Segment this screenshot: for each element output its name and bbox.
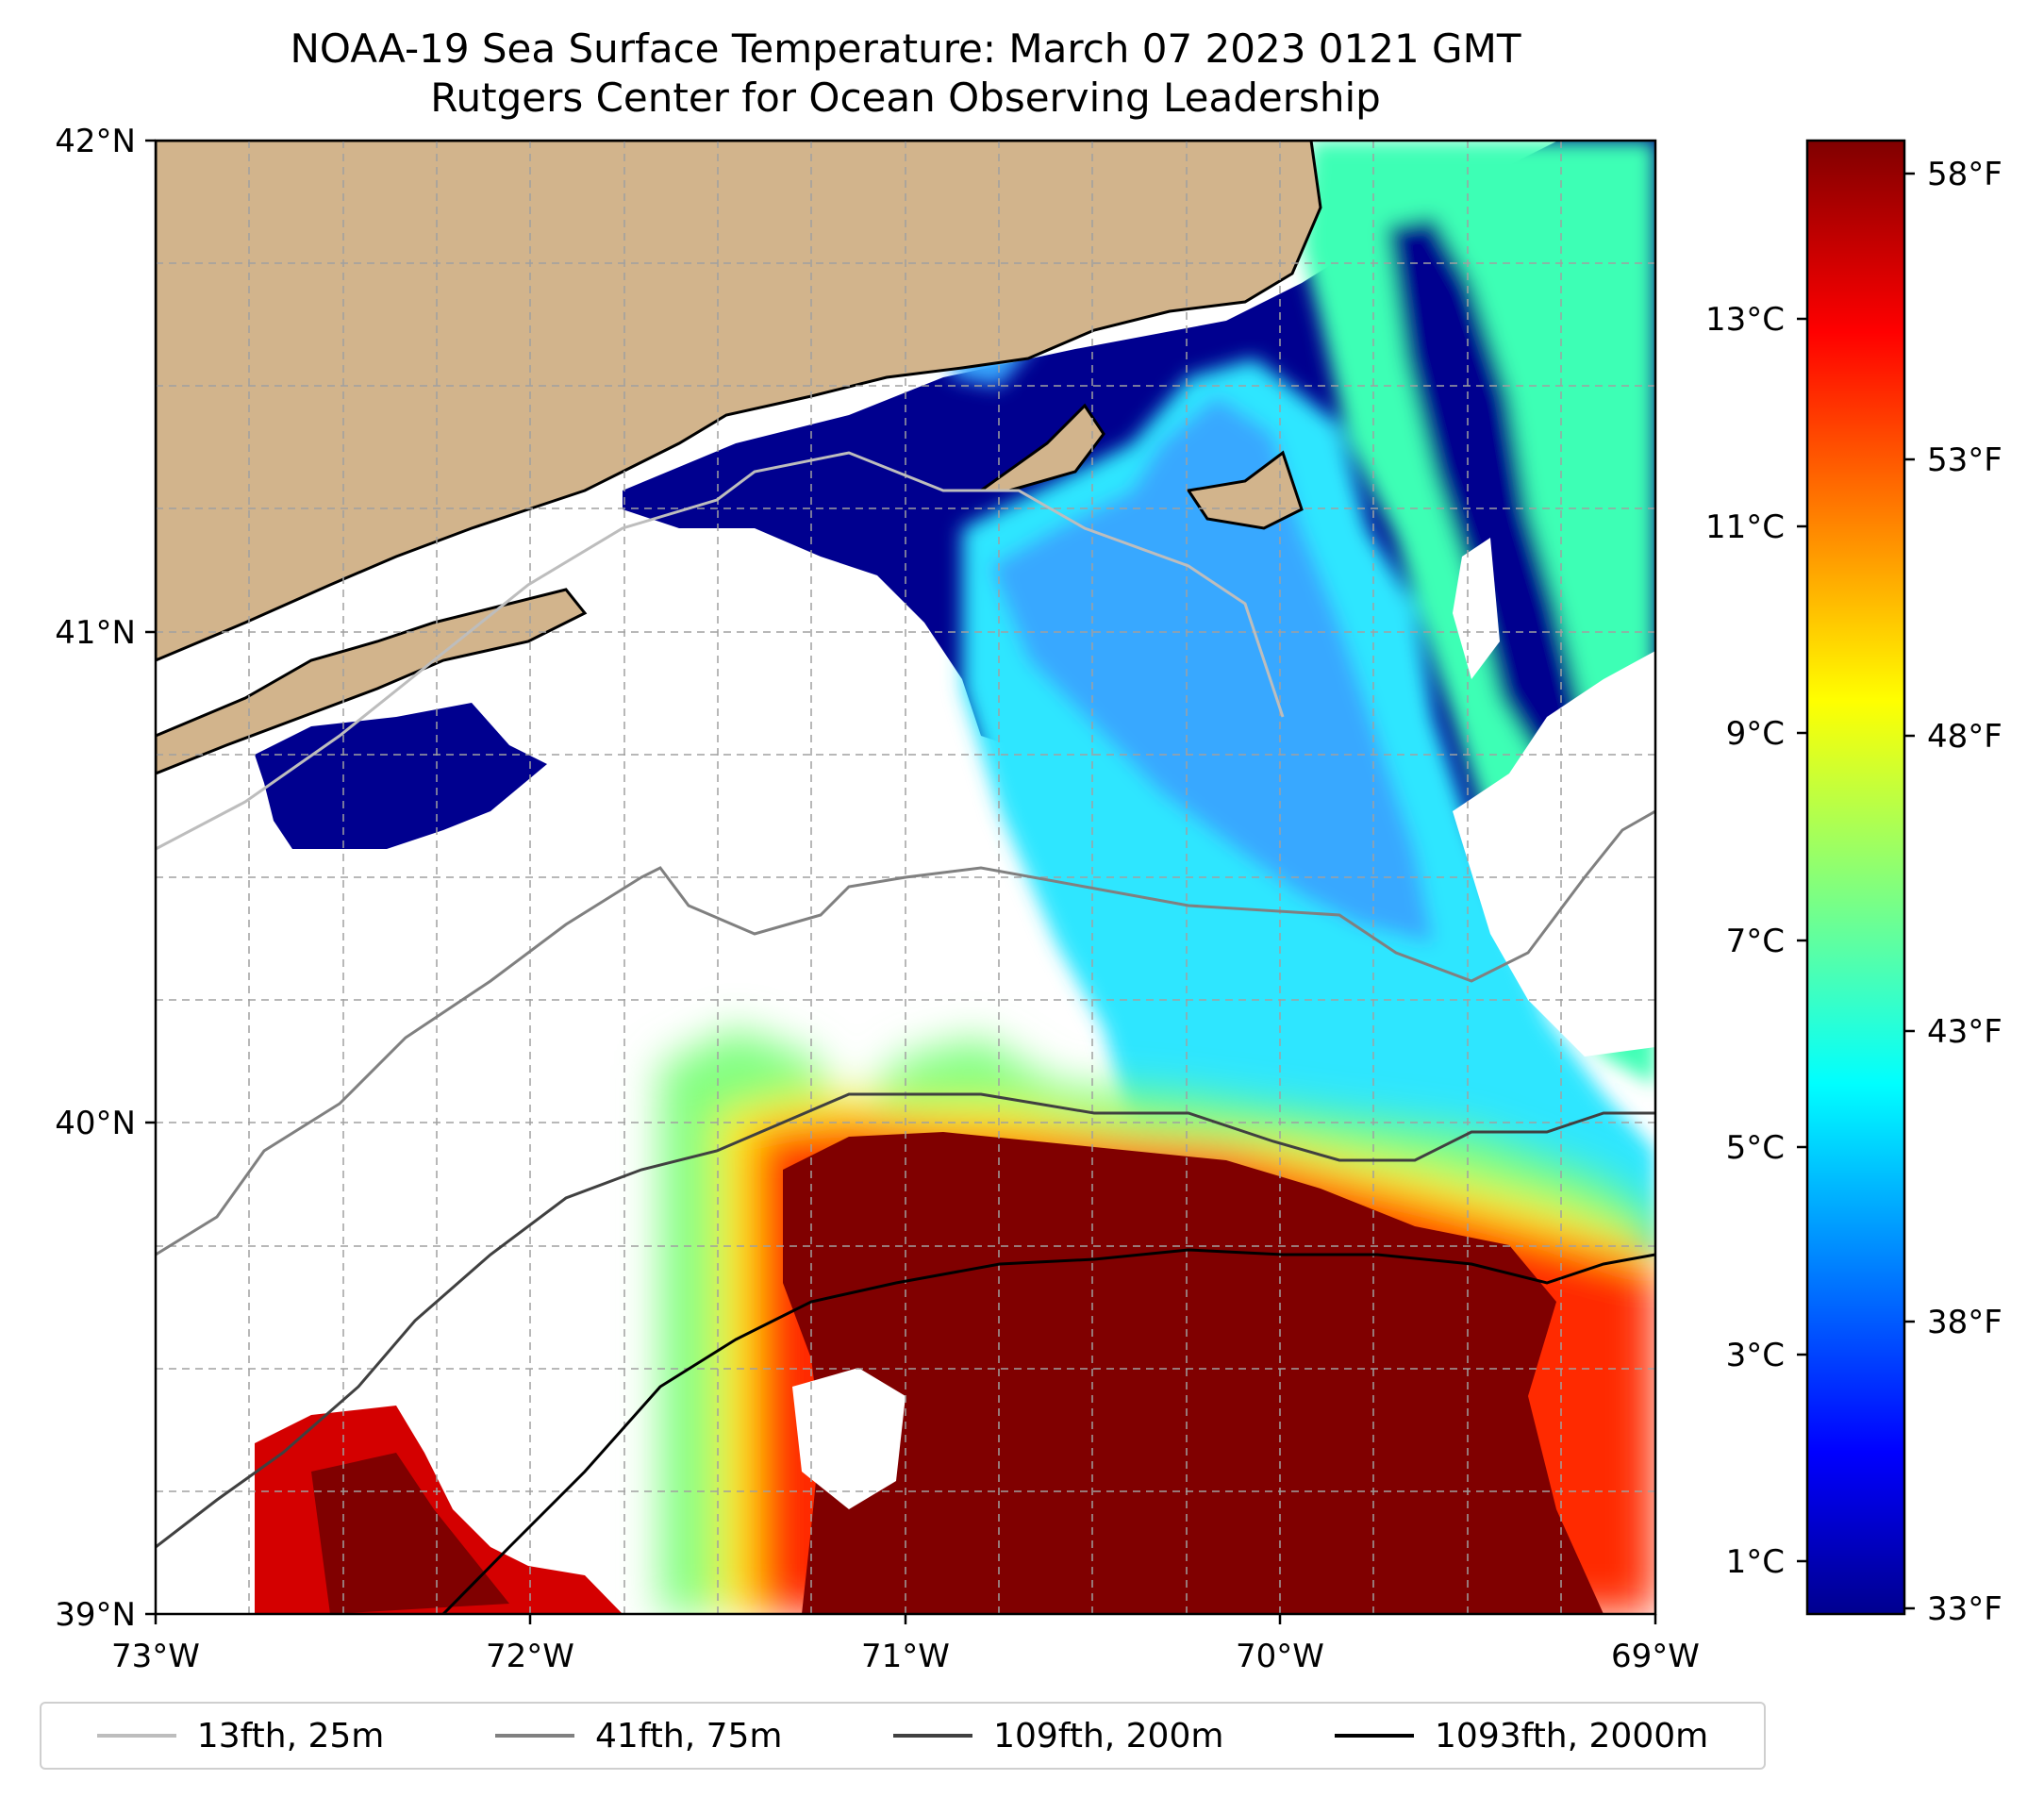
lat-tick-label: 41°N [55,614,136,652]
lat-tick-label: 40°N [55,1105,136,1142]
fahrenheit-tick-label: 43°F [1927,1013,2002,1051]
map-title: NOAA-19 Sea Surface Temperature: March 0… [0,25,1811,123]
legend-label: 109fth, 200m [993,1716,1224,1755]
legend-line-2000m [1335,1734,1415,1738]
contour-200m [156,1092,1655,1549]
celsius-tick-label: 13°C [1705,301,1785,339]
contour-legend: 13fth, 25m 41fth, 75m 109fth, 200m 1093f… [40,1702,1766,1770]
fahrenheit-tick-label: 33°F [1927,1590,2002,1628]
land [156,141,1322,775]
no-data-areas [792,538,1655,1509]
lat-tick-label: 39°N [55,1596,136,1634]
colorbar-gradient [1805,139,1906,1616]
celsius-tick-label: 1°C [1726,1543,1785,1581]
fahrenheit-tick-label: 48°F [1927,718,2002,756]
sst-field [156,141,1655,1614]
legend-item-200m: 109fth, 200m [893,1717,1223,1755]
legend-item-2000m: 1093fth, 2000m [1335,1717,1708,1755]
fahrenheit-tick-label: 53°F [1927,441,2002,479]
celsius-tick-label: 3°C [1726,1337,1785,1374]
title-line-1: NOAA-19 Sea Surface Temperature: March 0… [290,25,1521,72]
legend-line-25m [96,1734,176,1738]
contour-2000m [441,1248,1655,1614]
celsius-tick-label: 5°C [1726,1129,1785,1167]
fahrenheit-tick-label: 38°F [1927,1304,2002,1341]
lat-tick-label: 42°N [55,123,136,160]
lon-tick-label: 69°W [1611,1638,1700,1675]
legend-line-200m [893,1734,973,1738]
lat-tick-labels: 42°N 41°N 40°N 39°N [55,123,136,1634]
celsius-tick-label: 11°C [1705,508,1785,546]
legend-label: 41fth, 75m [594,1716,783,1755]
lon-tick-labels: 73°W 72°W 71°W 70°W 69°W [111,1638,1700,1675]
axis-ticks [145,139,1657,1624]
lon-tick-label: 70°W [1236,1638,1324,1675]
celsius-tick-label: 9°C [1726,715,1785,753]
legend-item-75m: 41fth, 75m [494,1716,783,1755]
contour-75m [156,809,1655,1256]
lon-tick-label: 73°W [111,1638,200,1675]
celsius-tick-label: 7°C [1726,923,1785,960]
legend-label: 1093fth, 2000m [1435,1716,1709,1755]
colorbar: 13°C 11°C 9°C 7°C 5°C 3°C 1°C 58°F 53°F … [1705,139,2002,1628]
contour-25m [156,451,1285,851]
legend-line-75m [494,1734,574,1738]
legend-item-25m: 13fth, 25m [96,1716,385,1755]
fahrenheit-tick-label: 58°F [1927,156,2002,193]
legend-label: 13fth, 25m [196,1716,385,1755]
lon-tick-label: 71°W [861,1638,950,1675]
bathymetry-contours [156,451,1655,1614]
lon-tick-label: 72°W [486,1638,574,1675]
warm-core [255,1132,1604,1614]
title-line-2: Rutgers Center for Ocean Observing Leade… [430,75,1381,121]
